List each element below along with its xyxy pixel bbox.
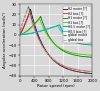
Line: H1 box [?]: H1 box [?] — [20, 19, 92, 55]
global box — [54, 60, 56, 61]
global motor — [28, 6, 29, 7]
H1 box [?] — [92, 55, 93, 56]
global box — [27, 8, 29, 9]
H1 motor [?] — [90, 57, 91, 58]
global box — [92, 71, 93, 72]
Line: H0.5 box [?]: H0.5 box [?] — [20, 26, 92, 43]
H1 motor [?] — [76, 55, 77, 56]
H0.5 motor [?] — [23, 34, 24, 35]
H1 box [?] — [90, 55, 91, 56]
H2 motor [?] — [76, 71, 77, 72]
global box — [90, 71, 91, 72]
H0.5 box [?] — [23, 34, 24, 35]
H0.5 box [?] — [90, 42, 91, 43]
H2 motor [?] — [90, 73, 91, 74]
H0.5 motor [?] — [52, 26, 54, 28]
H1 box [?] — [90, 55, 91, 56]
global motor — [23, 20, 24, 21]
H2 box [?] — [23, 28, 24, 29]
global motor — [54, 61, 56, 62]
H1 box [?] — [52, 42, 54, 43]
H2 box [?] — [54, 60, 56, 61]
H0.5 motor [?] — [54, 26, 56, 27]
H2 box [?] — [52, 59, 54, 60]
H1 box [?] — [76, 53, 77, 54]
H2 motor [?] — [19, 34, 20, 35]
global box — [76, 69, 77, 70]
Line: H0.5 motor [?]: H0.5 motor [?] — [20, 25, 92, 45]
Line: global motor: global motor — [20, 6, 92, 74]
H0.5 motor [?] — [59, 24, 60, 25]
H1 motor [?] — [90, 57, 91, 58]
global box — [52, 59, 54, 60]
global motor — [76, 71, 77, 72]
H2 box [?] — [90, 71, 91, 72]
H1 motor [?] — [23, 33, 24, 34]
H2 motor [?] — [23, 27, 24, 28]
H0.5 box [?] — [52, 27, 54, 28]
H0.5 box [?] — [19, 34, 20, 35]
Line: H2 box [?]: H2 box [?] — [20, 12, 92, 72]
H1 motor [?] — [40, 16, 41, 17]
H2 box [?] — [92, 71, 93, 72]
Y-axis label: Angular acceleration (rad/s²): Angular acceleration (rad/s²) — [3, 12, 7, 68]
H0.5 box [?] — [76, 41, 77, 42]
H0.5 motor [?] — [90, 44, 91, 46]
Line: H2 motor [?]: H2 motor [?] — [20, 9, 92, 74]
H2 box [?] — [76, 69, 77, 70]
H0.5 motor [?] — [90, 44, 91, 46]
H0.5 box [?] — [90, 42, 91, 43]
global motor — [19, 34, 20, 35]
global motor — [52, 60, 54, 61]
H0.5 motor [?] — [19, 34, 20, 35]
H1 motor [?] — [92, 57, 93, 58]
H0.5 box [?] — [92, 42, 93, 44]
H2 box [?] — [90, 71, 91, 72]
H1 box [?] — [23, 33, 24, 34]
Legend: H2 motor [?], H2 box [?], H1 motor [?], H1 box [?], H0.5 motor [?], H0.5 box [?]: H2 motor [?], H2 box [?], H1 motor [?], … — [63, 6, 91, 43]
H1 box [?] — [54, 44, 56, 45]
H2 motor [?] — [90, 73, 91, 74]
H1 box [?] — [19, 34, 20, 35]
H0.5 motor [?] — [92, 44, 93, 46]
Line: H1 motor [?]: H1 motor [?] — [20, 16, 92, 57]
global motor — [92, 73, 93, 74]
H1 box [?] — [39, 18, 40, 19]
global box — [19, 34, 20, 35]
H1 motor [?] — [52, 42, 54, 43]
H1 motor [?] — [54, 44, 56, 45]
global motor — [90, 73, 91, 74]
global motor — [90, 73, 91, 74]
H2 motor [?] — [52, 59, 54, 60]
H2 motor [?] — [54, 61, 56, 62]
H0.5 box [?] — [57, 25, 58, 26]
global box — [23, 20, 24, 21]
X-axis label: Rotor speed (rpm): Rotor speed (rpm) — [37, 84, 75, 88]
H2 box [?] — [19, 34, 20, 35]
H2 motor [?] — [30, 9, 31, 10]
H2 motor [?] — [92, 73, 93, 74]
H0.5 motor [?] — [76, 42, 77, 43]
Line: global box: global box — [20, 8, 92, 72]
H2 box [?] — [29, 12, 30, 13]
global box — [90, 71, 91, 72]
H0.5 box [?] — [54, 26, 56, 27]
H1 motor [?] — [19, 34, 20, 35]
